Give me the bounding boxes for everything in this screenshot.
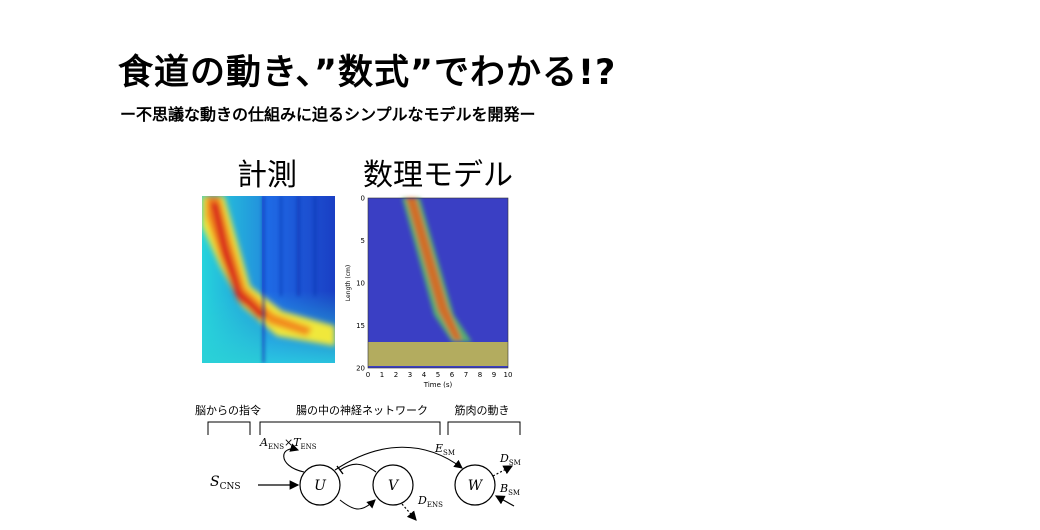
measurement-heatmap xyxy=(202,196,335,363)
model-xtick-label: 0 xyxy=(366,371,370,379)
w-decay-arrow xyxy=(492,465,514,477)
u-to-w-arrow xyxy=(334,446,463,471)
bracket-muscle xyxy=(447,421,521,435)
model-xlabel: Time (s) xyxy=(423,381,453,389)
model-ylabel: Length (cm) xyxy=(345,265,352,301)
model-xtick-label: 9 xyxy=(492,371,496,379)
a-ens-label: AENS×TENS xyxy=(259,436,317,451)
page-title: 食道の動き、”数式”でわかる!? xyxy=(118,53,617,93)
node-u-label: U xyxy=(314,478,327,494)
bracket-brain xyxy=(207,421,251,435)
u-to-v-arrow xyxy=(339,499,376,510)
v-inhibits-u xyxy=(339,463,377,473)
model-ytick-label: 20 xyxy=(356,365,365,373)
node-w xyxy=(454,464,496,506)
model-ytick-label: 15 xyxy=(356,322,365,330)
measurement-label: 計測 xyxy=(237,158,297,193)
model-label: 数理モデル xyxy=(363,158,513,193)
page-subtitle: ー不思議な動きの仕組みに迫るシンプルなモデルを開発ー xyxy=(120,105,536,124)
b-sm-label: BSM xyxy=(499,482,520,497)
node-v xyxy=(372,464,414,506)
bracket-ens xyxy=(259,421,441,435)
model-xtick-label: 10 xyxy=(504,371,513,379)
e-sm-label: ESM xyxy=(434,442,455,457)
model-xtick-label: 6 xyxy=(450,371,455,379)
model-ytick-label: 0 xyxy=(361,195,365,203)
model-plot: 0 5 10 15 20 0 1 2 3 4 5 6 7 8 9 10 Length (cm) Time (… xyxy=(345,195,513,390)
node-v-label: V xyxy=(388,478,400,494)
node-u xyxy=(299,464,341,506)
group-brain-label: 脳からの指令 xyxy=(195,403,261,417)
u-self-loop xyxy=(283,443,305,473)
model-xtick-label: 8 xyxy=(478,371,482,379)
d-ens-label: DENS xyxy=(417,494,443,509)
group-muscle-label: 筋肉の動き xyxy=(455,403,510,417)
model-xtick-label: 2 xyxy=(394,371,398,379)
model-ytick-label: 10 xyxy=(356,280,365,288)
d-sm-label: DSM xyxy=(499,452,521,467)
model-schematic: 脳からの指令 腸の中の神経ネットワーク 筋肉の動き SCNS U V W AEN… xyxy=(195,403,521,521)
model-ytick-label: 5 xyxy=(361,237,365,245)
input-label: SCNS xyxy=(210,474,241,492)
node-w-label: W xyxy=(468,478,484,494)
model-xtick-label: 5 xyxy=(436,371,440,379)
w-input-arrow xyxy=(494,495,515,507)
model-xtick-label: 3 xyxy=(408,371,412,379)
model-xtick-label: 7 xyxy=(464,371,468,379)
model-xtick-label: 4 xyxy=(422,371,427,379)
group-ens-label: 腸の中の神経ネットワーク xyxy=(296,403,428,417)
v-decay-arrow xyxy=(401,503,417,521)
model-xtick-label: 1 xyxy=(380,371,384,379)
